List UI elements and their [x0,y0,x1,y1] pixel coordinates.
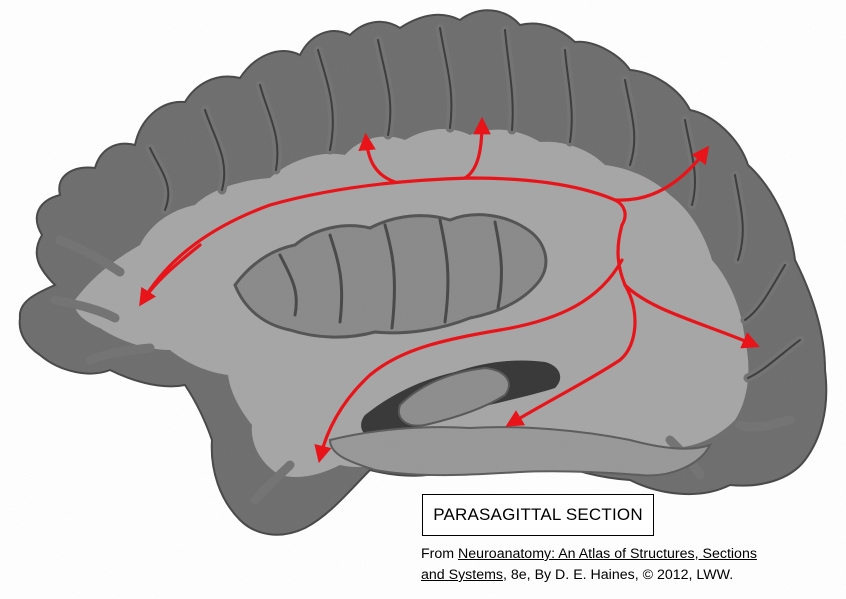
arrow-temporal-arc [314,258,624,464]
section-label-box: PARASAGITTAL SECTION [422,494,654,536]
arrow-superior-left [358,132,397,184]
arrow-posterior-inferior [623,283,760,349]
arrow-superior-right [613,145,710,202]
arrow-frontal [139,243,202,307]
citation-title-line2: and Systems [421,567,504,583]
arrow-descending-trunk [616,223,627,287]
section-label-text: PARASAGITTAL SECTION [433,505,643,524]
citation-suffix: , 8e, By D. E. Haines, © 2012, LWW. [503,567,734,583]
fiber-arrows [139,116,760,464]
citation-prefix: From [421,546,459,562]
citation-title-line1: Neuroanatomy: An Atlas of Structures, Se… [458,546,757,562]
arrow-superior-middle [463,116,491,180]
arrow-inferior-middle [505,283,637,427]
citation: From Neuroanatomy: An Atlas of Structure… [421,544,841,586]
